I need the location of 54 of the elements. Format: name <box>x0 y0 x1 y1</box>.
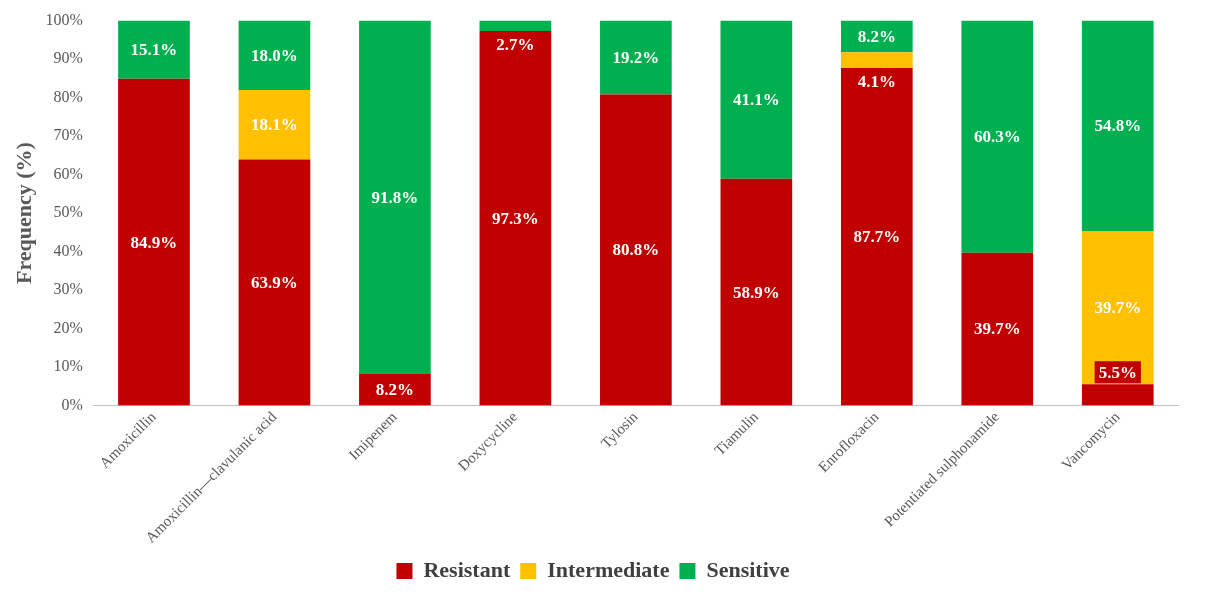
bar <box>479 30 552 406</box>
data-label: 2.7% <box>496 35 535 55</box>
bar <box>118 20 190 79</box>
y-tick-label: 30% <box>53 280 83 298</box>
y-tick-label: 0% <box>61 395 83 413</box>
data-label: 97.3% <box>492 208 539 228</box>
bar <box>238 89 311 160</box>
y-tick-label: 90% <box>53 49 83 67</box>
data-label: 84.9% <box>130 232 178 252</box>
data-label: 39.7% <box>1094 298 1142 318</box>
y-tick-label: 20% <box>53 318 83 336</box>
legend-label: Intermediate <box>547 556 670 582</box>
data-label: 80.8% <box>612 240 660 260</box>
data-label: 18.0% <box>251 45 298 65</box>
data-label: 8.2% <box>375 380 415 400</box>
y-tick-label: 40% <box>53 241 83 259</box>
bar <box>238 20 311 90</box>
data-label: 18.1% <box>251 115 298 135</box>
data-label: 15.1% <box>130 40 178 60</box>
data-label: 5.5% <box>1098 362 1137 382</box>
data-label: 39.7% <box>973 319 1021 339</box>
data-label: 19.2% <box>612 47 660 67</box>
legend-label: Sensitive <box>706 556 790 582</box>
data-label: 54.8% <box>1094 116 1142 136</box>
data-label: 63.9% <box>251 272 298 292</box>
data-label: 87.7% <box>853 227 901 247</box>
bar <box>720 20 793 179</box>
bar <box>600 20 672 95</box>
bar <box>961 20 1034 253</box>
bar <box>238 159 311 406</box>
data-label: 41.1% <box>732 90 780 110</box>
data-label: 58.9% <box>732 282 780 302</box>
bar <box>118 78 190 406</box>
y-tick-label: 100% <box>45 10 83 28</box>
bar <box>840 67 913 406</box>
y-tick-label: 10% <box>53 357 83 375</box>
bar <box>961 252 1034 406</box>
data-label: 60.3% <box>973 127 1021 147</box>
bar <box>359 20 431 374</box>
bar <box>479 20 552 31</box>
data-label: 4.1% <box>857 72 896 92</box>
bar <box>1081 20 1154 232</box>
y-axis-title: Frequency (%) <box>10 142 36 285</box>
y-tick-label: 60% <box>53 164 83 182</box>
y-tick-label: 50% <box>53 203 83 221</box>
data-label: 91.8% <box>371 187 419 207</box>
y-tick-label: 70% <box>53 126 83 144</box>
legend-label: Resistant <box>423 556 511 582</box>
data-label: 8.2% <box>857 26 896 46</box>
bar <box>720 178 793 406</box>
y-tick-label: 80% <box>53 87 83 105</box>
bar <box>840 52 913 68</box>
bar <box>600 94 672 406</box>
bar <box>1081 231 1154 385</box>
